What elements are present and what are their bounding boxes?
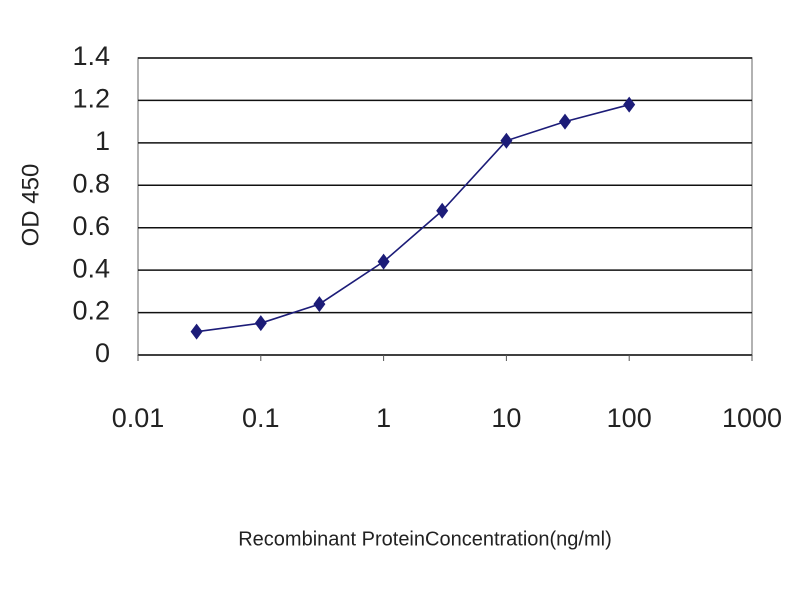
x-tick-label: 1: [376, 403, 391, 433]
y-axis-label: OD 450: [17, 164, 44, 247]
data-point: [190, 323, 203, 340]
data-point: [313, 296, 326, 313]
data-line: [196, 103, 630, 333]
data-point: [254, 315, 267, 332]
data-point: [377, 253, 390, 270]
data-point: [500, 132, 513, 149]
x-tick-label: 0.01: [112, 403, 165, 433]
x-tick-label: 1000: [722, 403, 782, 433]
y-tick-label: 0.2: [72, 296, 110, 326]
y-tick-label: 0.6: [72, 211, 110, 241]
x-axis-label: Recombinant ProteinConcentration(ng/ml): [238, 528, 612, 550]
y-tick-label: 0.8: [72, 168, 110, 198]
data-point: [436, 202, 449, 219]
y-tick-label: 1.2: [72, 84, 110, 114]
y-tick-label: 0.4: [72, 253, 110, 283]
x-tick-label: 0.1: [242, 403, 280, 433]
y-tick-label: 1.4: [72, 41, 110, 71]
data-point: [623, 96, 636, 113]
y-tick-label: 1: [95, 126, 110, 156]
x-tick-label: 10: [491, 403, 521, 433]
data-point: [558, 113, 571, 130]
y-tick-label: 0: [95, 338, 110, 368]
x-tick-label: 100: [607, 403, 652, 433]
